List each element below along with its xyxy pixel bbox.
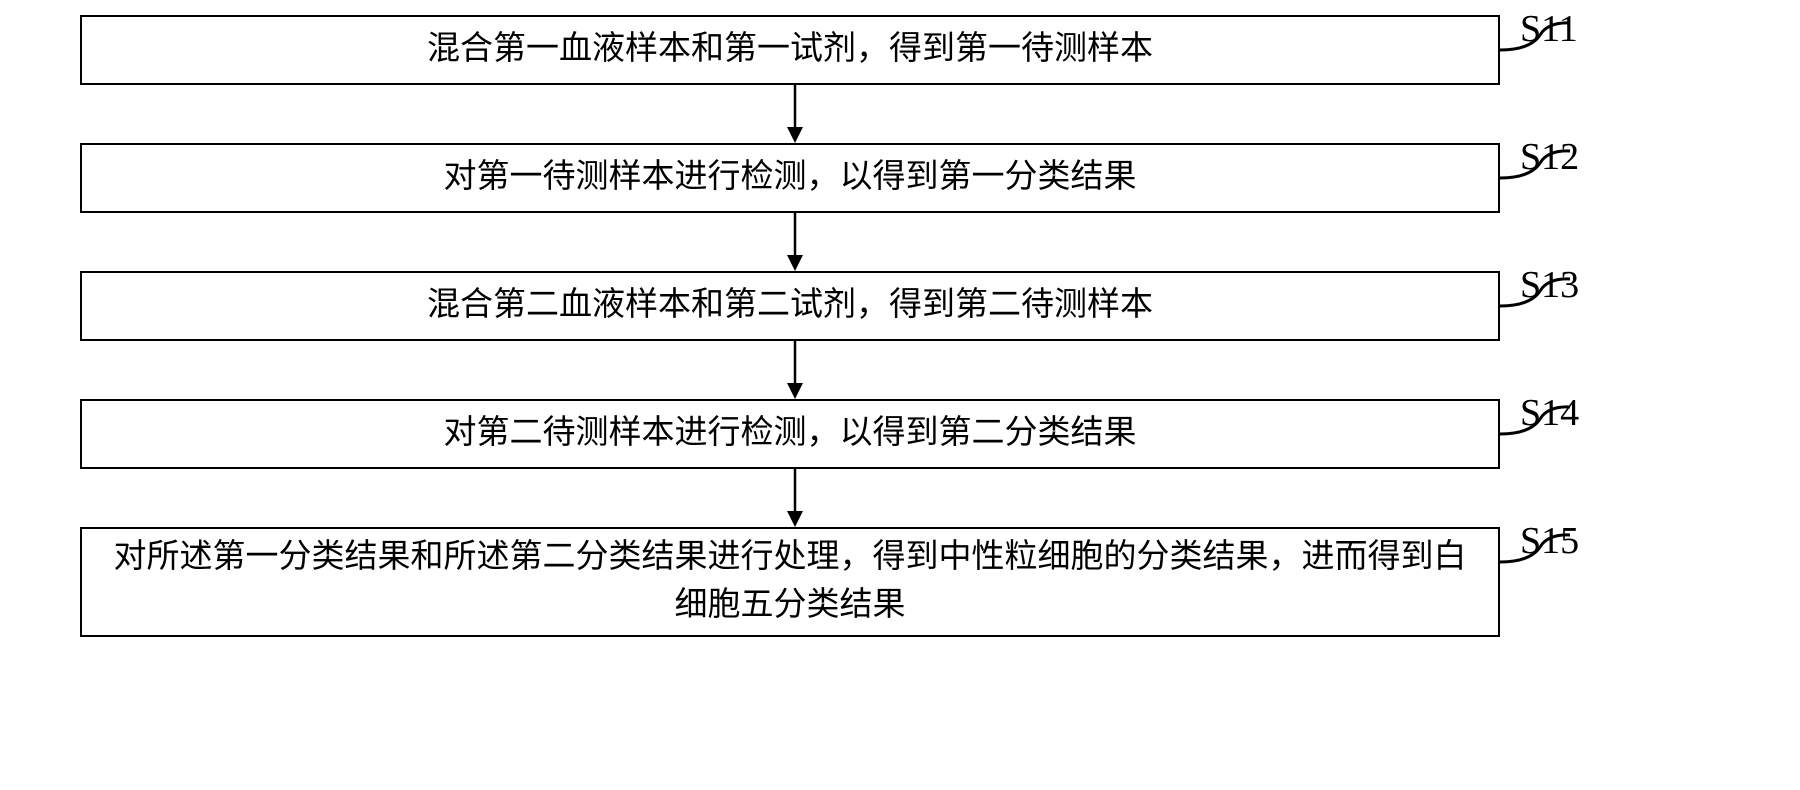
flow-arrow-icon — [780, 213, 810, 271]
flowchart-step: 对第一待测样本进行检测，以得到第一分类结果 — [80, 143, 1500, 213]
step-text: 对所述第一分类结果和所述第二分类结果进行处理，得到中性粒细胞的分类结果，进而得到… — [102, 534, 1478, 630]
step-label: S13 — [1520, 263, 1579, 307]
flowchart-step: 混合第二血液样本和第二试剂，得到第二待测样本 — [80, 271, 1500, 341]
flow-arrow-icon — [780, 469, 810, 527]
flow-arrow-icon — [780, 341, 810, 399]
flowchart-step: 混合第一血液样本和第一试剂，得到第一待测样本 — [80, 15, 1500, 85]
step-label: S14 — [1520, 391, 1579, 435]
step-text: 对第一待测样本进行检测，以得到第一分类结果 — [444, 154, 1137, 202]
flowchart-container: 混合第一血液样本和第一试剂，得到第一待测样本 S11 对第一待测样本进行检测，以… — [80, 15, 1720, 637]
step-label: S15 — [1520, 519, 1579, 563]
step-text: 混合第二血液样本和第二试剂，得到第二待测样本 — [427, 282, 1153, 330]
flowchart-step: 对所述第一分类结果和所述第二分类结果进行处理，得到中性粒细胞的分类结果，进而得到… — [80, 527, 1500, 637]
step-text: 对第二待测样本进行检测，以得到第二分类结果 — [444, 410, 1137, 458]
flow-arrow-icon — [780, 85, 810, 143]
step-label: S12 — [1520, 135, 1579, 179]
step-label: S11 — [1520, 7, 1578, 51]
step-text: 混合第一血液样本和第一试剂，得到第一待测样本 — [427, 26, 1153, 74]
flowchart-step: 对第二待测样本进行检测，以得到第二分类结果 — [80, 399, 1500, 469]
